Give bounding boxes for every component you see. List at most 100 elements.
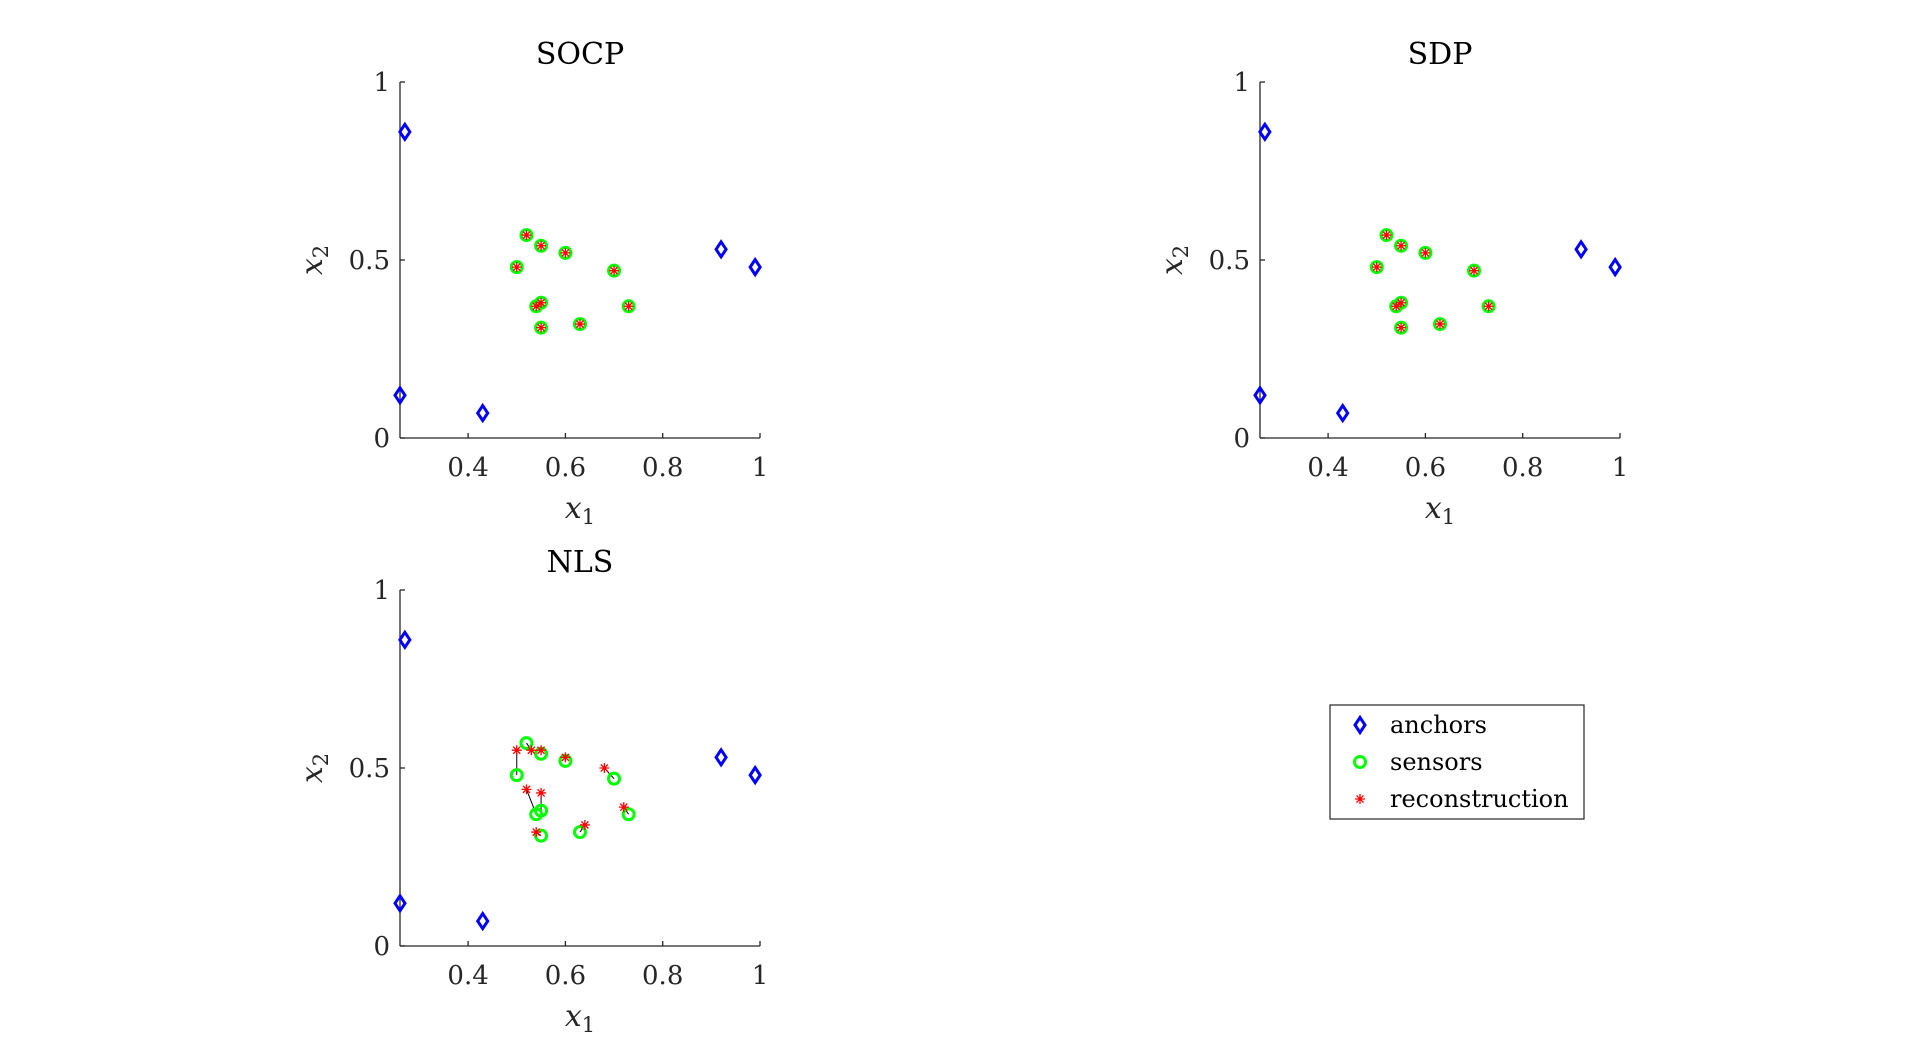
reconstruction-marker — [575, 319, 585, 330]
y-axis-label: x2 — [295, 753, 333, 783]
reconstruction-marker — [618, 802, 629, 813]
reconstruction-marker — [1396, 297, 1407, 308]
legend-reconstruction-label: reconstruction — [1390, 785, 1569, 813]
sensor-marker — [1394, 238, 1409, 253]
x-tick-label: 0.6 — [545, 453, 586, 483]
subplot-socp: 0.4 0.6 0.8 1 0 0.5 1 SOCP x1 x2 — [295, 37, 768, 529]
sensor-marker — [1394, 320, 1409, 335]
reconstruction-marker — [1483, 301, 1494, 312]
reconstruction-marker — [536, 297, 547, 308]
y-tick-label: 1 — [373, 68, 390, 98]
y-tick-label: 0 — [373, 424, 390, 454]
anchor-marker — [1574, 239, 1588, 260]
sensor-marker — [573, 317, 587, 332]
x-tick-label: 0.6 — [545, 961, 586, 991]
x-tick-label: 0.8 — [1502, 453, 1543, 483]
reconstruction-marker — [1381, 230, 1392, 241]
legend-box — [1329, 704, 1585, 820]
legend-sensors-marker — [1353, 755, 1367, 769]
anchor-marker — [398, 629, 412, 651]
y-tick-label: 0.5 — [349, 754, 390, 784]
anchor-marker — [393, 893, 407, 914]
reconstruction-marker — [1435, 319, 1445, 330]
anchor-marker — [714, 239, 728, 260]
sensor-marker — [607, 263, 622, 278]
reconstruction-marker — [1371, 262, 1382, 273]
reconstruction-marker — [579, 819, 590, 830]
x-tick-label: 0.4 — [1307, 453, 1348, 483]
reconstruction-marker — [1420, 247, 1431, 258]
sensor-marker — [1481, 299, 1496, 314]
sensor-marker — [534, 803, 549, 818]
legend-sensors-label: sensors — [1390, 748, 1483, 776]
reconstruction-marker — [511, 262, 522, 273]
sensor-marker — [509, 260, 524, 275]
reconstruction-marker — [1391, 301, 1402, 312]
subplot-title: SDP — [1408, 37, 1473, 72]
subplot-title: SOCP — [536, 37, 624, 72]
y-tick-label: 0 — [1233, 424, 1250, 454]
reconstruction-marker — [536, 745, 547, 756]
reconstruction-marker — [560, 752, 571, 763]
anchor-marker — [748, 256, 762, 278]
y-axis-label: x2 — [1155, 245, 1193, 275]
x-tick-label: 1 — [752, 961, 769, 991]
y-tick-label: 0.5 — [1209, 246, 1250, 276]
x-axis-label: x1 — [565, 999, 595, 1037]
x-tick-label: 0.6 — [1405, 453, 1446, 483]
legend-reconstruction-marker — [1355, 794, 1365, 804]
sensor-marker — [519, 228, 534, 243]
reconstruction-marker — [531, 827, 542, 838]
reconstruction-marker — [531, 301, 542, 312]
reconstruction-marker — [1396, 322, 1407, 333]
anchor-marker — [748, 764, 762, 786]
reconstruction-marker — [560, 247, 571, 258]
reconstruction-marker — [1469, 265, 1480, 276]
sensor-marker — [509, 768, 524, 783]
sensor-marker — [519, 736, 534, 751]
anchor-marker — [475, 910, 490, 932]
sensor-marker — [607, 771, 622, 786]
reconstruction-marker — [609, 265, 620, 276]
sensor-marker — [573, 825, 587, 840]
subplot-sdp: 0.4 0.6 0.8 1 0 0.5 1 SDP x1 x2 — [1155, 37, 1628, 529]
sensor-marker — [534, 320, 549, 335]
y-tick-label: 0.5 — [349, 246, 390, 276]
x-tick-label: 1 — [752, 453, 769, 483]
reconstruction-marker — [521, 784, 532, 795]
sensor-marker — [534, 238, 549, 253]
x-tick-label: 0.8 — [642, 961, 683, 991]
reconstruction-marker — [536, 322, 547, 333]
reconstruction-marker — [521, 230, 532, 241]
y-axis-label: x2 — [295, 245, 333, 275]
anchor-marker — [1253, 385, 1267, 406]
x-axis-label: x1 — [1425, 491, 1455, 529]
x-axis-label: x1 — [565, 491, 595, 529]
anchor-marker — [714, 747, 728, 768]
sensor-marker — [1433, 317, 1447, 332]
x-tick-label: 0.4 — [447, 961, 488, 991]
sensor-marker — [1379, 228, 1394, 243]
anchor-marker — [1258, 121, 1272, 143]
reconstruction-marker — [1396, 240, 1407, 251]
sensor-marker — [621, 299, 636, 314]
sensor-marker — [621, 807, 636, 822]
x-tick-label: 0.4 — [447, 453, 488, 483]
reconstruction-marker — [536, 240, 547, 251]
anchor-marker — [1608, 256, 1622, 278]
reconstruction-marker — [623, 301, 634, 312]
legend-anchors-label: anchors — [1390, 711, 1487, 739]
reconstruction-marker — [526, 745, 537, 756]
reconstruction-marker — [536, 787, 547, 798]
sensor-marker — [1467, 263, 1482, 278]
y-tick-label: 0 — [373, 932, 390, 962]
reconstruction-marker — [599, 763, 610, 773]
subplot-title: NLS — [547, 545, 614, 580]
x-tick-label: 0.8 — [642, 453, 683, 483]
sensor-marker — [1369, 260, 1384, 275]
sensor-marker — [558, 245, 573, 260]
subplot-nls: 0.4 0.6 0.8 1 0 0.5 1 NLS x1 x2 — [295, 545, 768, 1037]
y-tick-label: 1 — [1233, 68, 1250, 98]
reconstruction-marker — [511, 745, 522, 756]
